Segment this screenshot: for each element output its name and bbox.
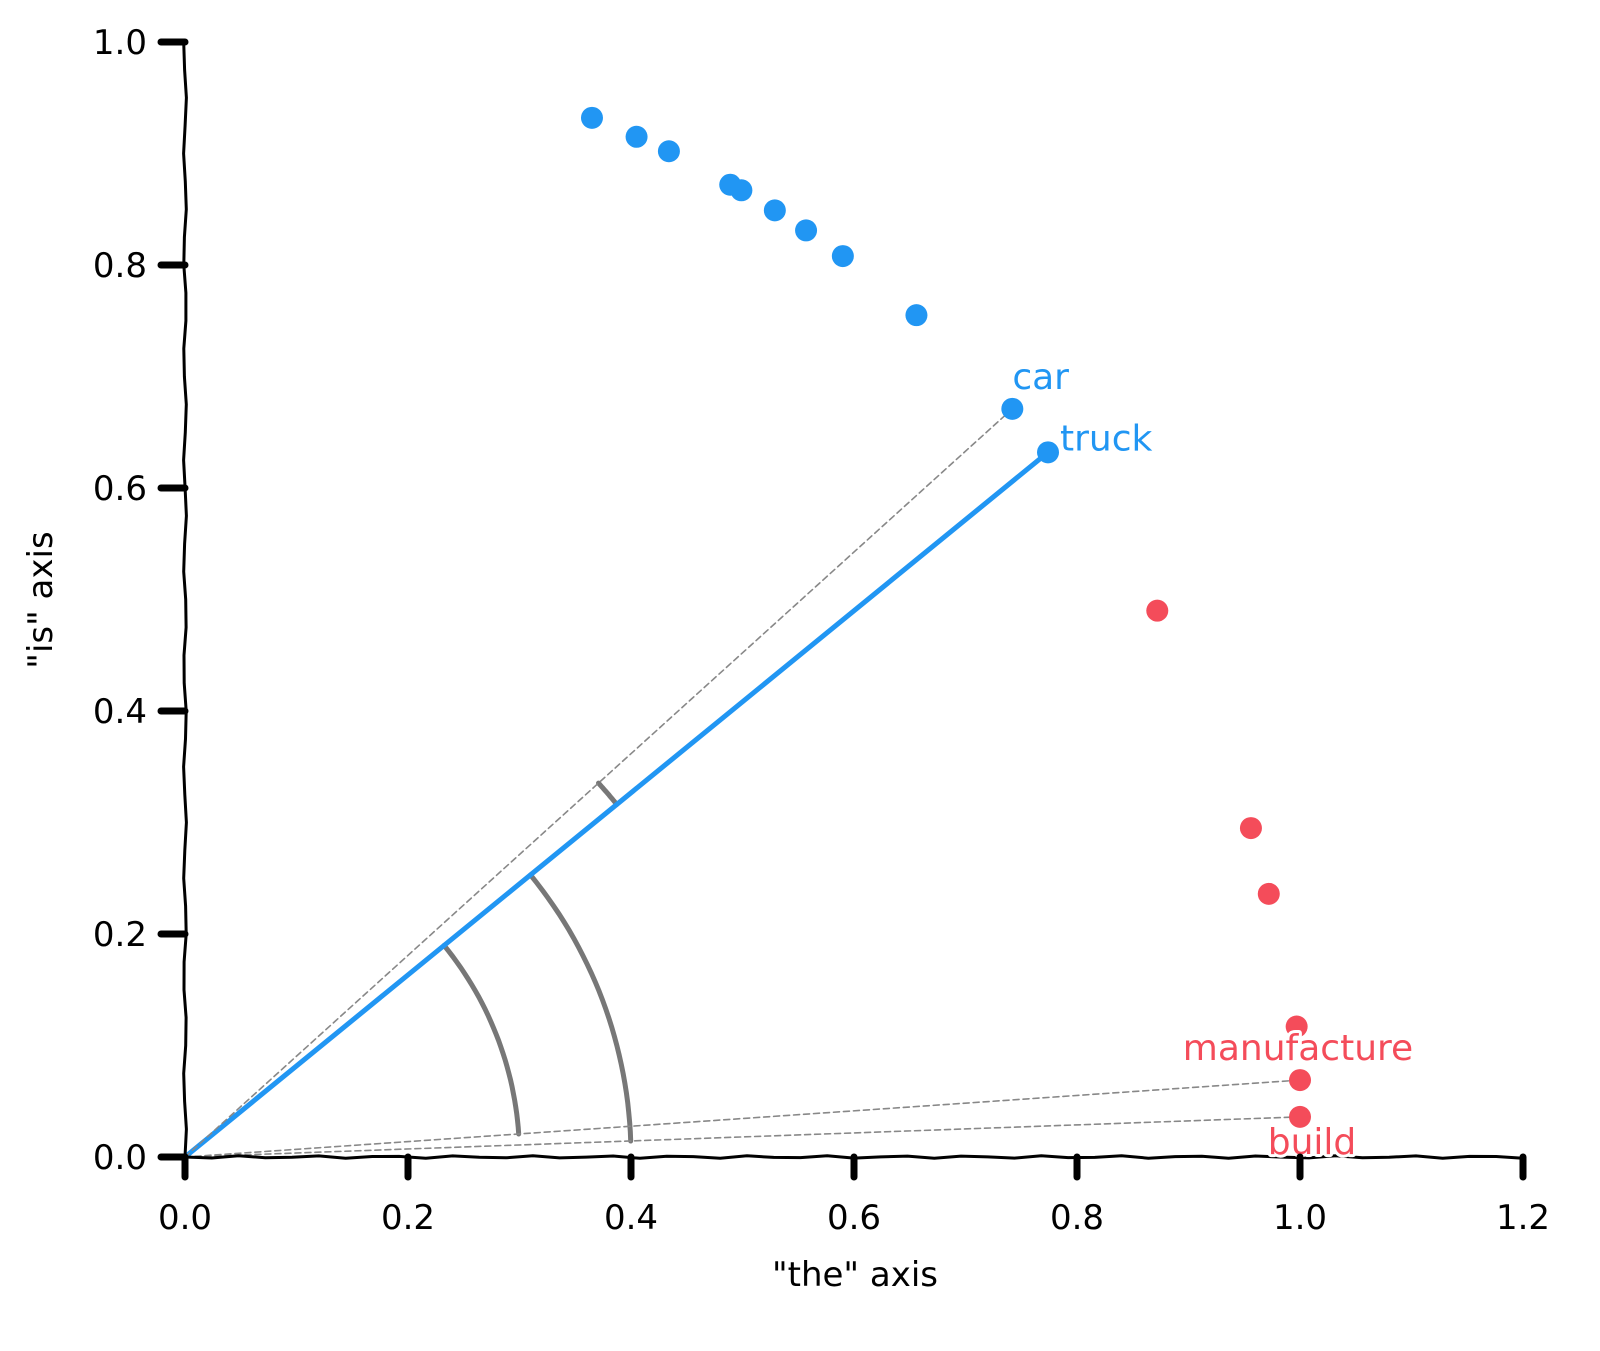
vector-car (184, 408, 1014, 1158)
data-point (1239, 817, 1262, 840)
data-point (1257, 882, 1280, 905)
data-point (763, 199, 786, 222)
data-point-manufacture (1289, 1069, 1311, 1092)
data-point-truck (1037, 441, 1060, 464)
angle-arc-truck-car (596, 780, 620, 807)
data-point (625, 125, 648, 148)
y-axis-title: "is" axis (21, 531, 61, 668)
angle-arc-truck-build (528, 872, 634, 1144)
x-tick-label: 0.4 (604, 1198, 658, 1238)
data-points (580, 106, 1311, 1128)
x-tick-label: 0.6 (827, 1198, 881, 1238)
vector-truck (182, 449, 1051, 1160)
point-labels: car truck manufacture build (1009, 354, 1416, 1166)
vector-lines (182, 408, 1301, 1160)
axes (182, 41, 1524, 1160)
x-tick-label: 0.8 (1050, 1198, 1104, 1238)
data-point (831, 245, 854, 268)
y-axis-line (182, 41, 188, 1158)
data-point (795, 219, 818, 242)
x-tick-label: 1.0 (1273, 1198, 1327, 1238)
x-tick-label: 0.2 (381, 1198, 435, 1238)
data-point (580, 106, 603, 129)
point-label-manufacture: manufacture (1183, 1028, 1413, 1069)
vector-build (184, 1116, 1301, 1158)
point-label-build: build (1268, 1122, 1357, 1163)
point-label-truck: truck (1060, 418, 1153, 459)
point-label-car: car (1012, 357, 1069, 398)
y-tick-label: 0.8 (93, 246, 147, 286)
angle-arcs (441, 780, 634, 1144)
data-point (905, 304, 928, 327)
data-point (657, 140, 680, 163)
data-point (1146, 599, 1169, 622)
angle-arc-truck-manufacture (441, 942, 522, 1137)
data-point (1285, 1015, 1308, 1038)
x-axis-title: "the" axis (772, 1255, 938, 1295)
x-tick-label: 1.2 (1496, 1198, 1550, 1238)
y-tick-label: 0.6 (93, 469, 147, 509)
y-tick-label: 0.4 (93, 692, 147, 732)
vector-manufacture (184, 1079, 1301, 1158)
ticks: 0.0 0.2 0.4 0.6 0.8 1.0 1.2 0.0 0.2 0.4 0.6 0.8 1.0 (93, 23, 1550, 1238)
data-point-car (1001, 397, 1024, 420)
data-point-build (1289, 1105, 1311, 1128)
y-tick-label: 0.0 (93, 1138, 147, 1178)
x-tick-label: 0.0 (158, 1198, 212, 1238)
data-point (730, 179, 753, 202)
y-tick-label: 1.0 (93, 23, 147, 63)
y-tick-label: 0.2 (93, 915, 147, 955)
